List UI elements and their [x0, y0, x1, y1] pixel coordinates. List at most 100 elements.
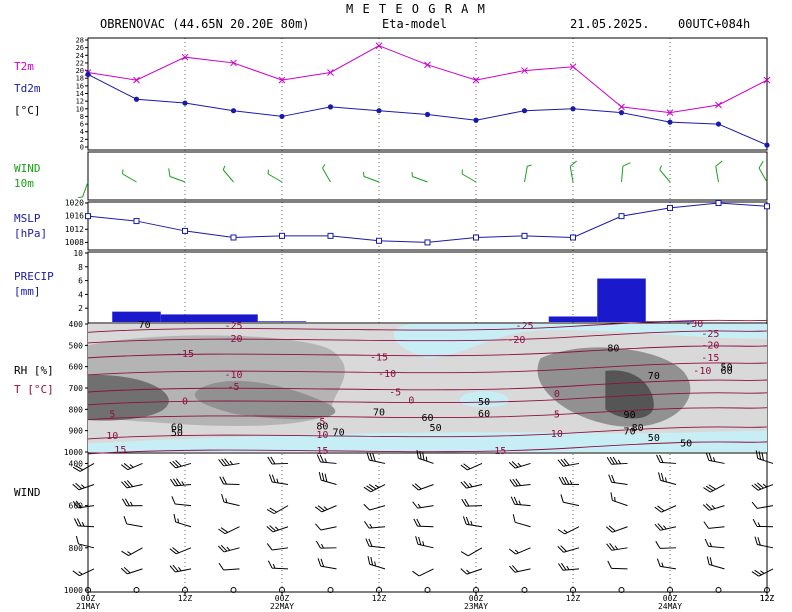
upper-wind-barb-flag	[558, 476, 564, 485]
td2m-point	[279, 113, 285, 120]
upper-wind-barb-flag	[754, 569, 762, 576]
model-name: Eta-model	[382, 17, 448, 31]
isotherm-label: 10	[316, 430, 328, 441]
upper-wind-barb-flag	[72, 466, 81, 472]
upper-wind-barb-shaft	[418, 484, 434, 491]
mslp-point	[473, 234, 479, 241]
upper-wind-barb	[755, 450, 774, 464]
upper-wind-barb-flag	[367, 556, 371, 565]
upper-wind-barb-flag	[222, 476, 227, 485]
upper-wind-barb-flag	[460, 464, 468, 471]
upper-wind-barb-flag	[657, 505, 665, 512]
upper-wind-barb-shaft	[466, 523, 483, 528]
upper-wind-barb-flag	[660, 473, 664, 482]
rh-dry-region	[393, 324, 767, 359]
upper-wind-barb-flag	[703, 521, 709, 529]
upper-wind-barb-flag	[218, 562, 224, 571]
upper-wind-barb-flag	[175, 460, 182, 467]
upper-wind-barb-flag	[460, 568, 468, 575]
upper-wind-barb-half-flag	[664, 477, 667, 483]
precip-y-tick-label: 6	[78, 277, 83, 286]
upper-wind-barb-flag	[560, 494, 564, 503]
t2m-label: T2m	[14, 60, 34, 73]
upper-wind-barb-flag	[564, 476, 570, 485]
upper-wind-barb-shaft	[417, 525, 434, 528]
x-axis-time-label: 12Z	[372, 594, 387, 603]
upper-wind-label: WIND	[14, 486, 41, 499]
temperature-y-tick-label: 26	[76, 44, 84, 52]
wind10m-level-label: 10m	[14, 177, 34, 190]
upper-wind-barb-flag	[169, 548, 177, 555]
upper-wind-barb-shaft	[661, 505, 677, 513]
upper-wind-barb	[608, 474, 628, 486]
upper-wind-barb	[218, 526, 240, 535]
upper-wind-barb	[557, 458, 580, 467]
upper-wind-barb	[703, 484, 725, 493]
t2m-point	[569, 63, 577, 71]
upper-wind-barb-flag	[120, 567, 128, 575]
wind10m-barb	[267, 169, 283, 183]
rh-contour-label: 50	[648, 433, 660, 444]
upper-wind-barb-flag	[709, 557, 713, 566]
mslp-point	[327, 232, 334, 239]
x-axis-time-label: 00Z	[469, 594, 484, 603]
mslp-point	[85, 213, 91, 220]
upper-wind-barb-flag	[606, 457, 612, 465]
upper-wind-barb-flag	[463, 463, 471, 470]
upper-wind-barb-shaft	[273, 505, 289, 515]
isotherm-label: -25	[515, 321, 533, 332]
upper-wind-barb-flag	[610, 492, 613, 501]
mslp-point	[667, 204, 673, 211]
cross-section-y-tick-label: 400	[69, 320, 84, 329]
upper-wind-barb	[656, 558, 677, 570]
upper-wind-barb-shaft	[418, 457, 434, 464]
t2m-point	[230, 59, 237, 67]
upper-wind-barb	[751, 568, 774, 577]
mslp-label: MSLP	[14, 212, 41, 225]
rh-moist-region-2	[88, 374, 169, 421]
upper-wind-barb-flag	[366, 452, 370, 461]
t2m-point	[327, 69, 334, 76]
upper-wind-barb-shaft	[126, 523, 143, 528]
upper-wind-barb-shaft	[466, 568, 483, 575]
wind10m-panel-frame	[87, 151, 768, 201]
upper-wind-barb-flag	[657, 523, 664, 530]
upper-wind-barb-shaft	[708, 526, 725, 529]
td2m-point	[376, 108, 382, 114]
upper-wind-barb-flag	[320, 558, 325, 567]
upper-wind-barb-flag	[172, 460, 179, 468]
temperature-y-tick-label: 4	[80, 128, 84, 136]
rh-contour-label: 50	[721, 362, 733, 373]
mslp-y-tick-label: 1016	[65, 212, 84, 221]
upper-wind-barb	[169, 547, 192, 555]
upper-wind-barb-flag	[656, 558, 661, 567]
rh-contour-label: 80	[607, 344, 619, 355]
upper-wind-barb	[268, 474, 289, 486]
upper-wind-barb	[218, 562, 240, 571]
upper-wind-barb-half-flag	[229, 460, 233, 465]
cross-section-y-tick-label: 800	[69, 405, 84, 414]
station-name: OBRENOVAC (44.65N 20.20E 80m)	[100, 17, 310, 31]
upper-wind-barb	[702, 503, 725, 511]
upper-wind-barb-flag	[123, 480, 131, 488]
isotherm-label: 5	[554, 410, 560, 421]
upper-wind-barb	[460, 547, 483, 557]
upper-wind-barb-flag	[758, 451, 762, 460]
upper-wind-barb-shaft	[224, 526, 240, 535]
upper-wind-barb	[508, 547, 531, 555]
upper-wind-barb	[314, 505, 337, 513]
td2m-point	[424, 111, 431, 118]
upper-wind-barb-flag	[171, 496, 176, 505]
upper-wind-barb-flag	[121, 550, 129, 556]
mslp-point	[521, 232, 528, 239]
upper-wind-barb-flag	[372, 453, 376, 462]
upper-wind-barb	[411, 483, 434, 491]
upper-wind-barb-half-flag	[324, 458, 328, 463]
rh-moist-region-3	[194, 380, 336, 420]
upper-wind-barb-flag	[316, 454, 322, 463]
t2m-point	[618, 103, 625, 111]
td2m-point	[230, 108, 237, 114]
t2m-point	[375, 42, 383, 50]
upper-wind-barb-flag	[751, 571, 760, 577]
